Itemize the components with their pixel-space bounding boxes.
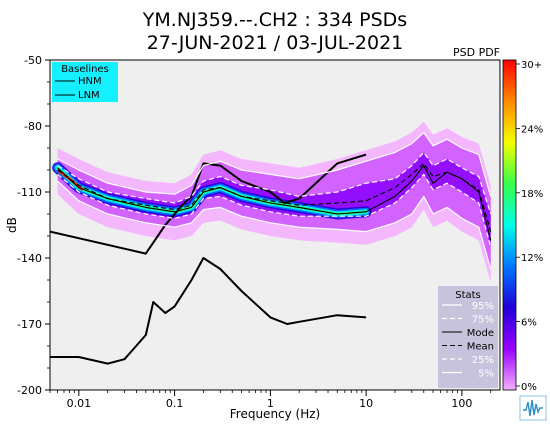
y-axis: -50 -80 -110 -140 -170 -200 [17, 54, 50, 397]
colorbar-tick-label: 12% [521, 253, 543, 264]
series-line-hnm [50, 153, 367, 255]
series-line-75pct [57, 151, 492, 215]
series-line-25pct [57, 173, 492, 248]
series-line-mean [57, 162, 492, 232]
x-tick-label: 0.1 [166, 397, 184, 410]
stats-legend: Stats 95% 75% Mode Mean 25% 5% [438, 286, 498, 388]
stats-legend-box [438, 286, 498, 388]
logo-icon-wave [523, 399, 543, 417]
colorbar-tick-label: 18% [521, 189, 543, 200]
psd-lines [50, 132, 492, 365]
stats-entry-label: 5% [478, 369, 494, 380]
colorbar-tick-label: 24% [521, 124, 543, 135]
stats-entry-label: 95% [472, 301, 494, 312]
chart-title-line2: 27-JUN-2021 / 03-JUL-2021 [147, 32, 404, 54]
colorbar-tick-label: 30+ [521, 60, 542, 71]
x-axis-label: Frequency (Hz) [230, 407, 321, 421]
x-tick-label: 100 [451, 397, 472, 410]
y-tick-label: -200 [17, 384, 42, 397]
colorbar-ramp [502, 59, 517, 391]
y-tick-label: -110 [17, 186, 42, 199]
y-tick-label: -140 [17, 252, 42, 265]
y-axis-label: dB [5, 217, 19, 233]
stats-entry-label: Mean [467, 342, 494, 353]
stats-entry-label: Mode [467, 328, 494, 339]
x-tick-label: 10 [359, 397, 373, 410]
series-line-5pct [57, 180, 492, 270]
x-tick-label: 0.01 [67, 397, 92, 410]
y-tick-label: -170 [17, 318, 42, 331]
colorbar-tick-label: 0% [521, 382, 537, 393]
x-tick-label: 1 [267, 397, 274, 410]
x-axis: 0.01 0.1 1 10 100 [49, 390, 492, 410]
baselines-legend-title: Baselines [61, 64, 109, 75]
psd-pdf-label: PSD PDF [453, 46, 500, 59]
baselines-legend: Baselines HNM LNM [52, 62, 118, 102]
y-tick-label: -80 [24, 120, 42, 133]
colorbar-tick-label: 6% [521, 318, 537, 329]
hnm-legend-label: HNM [78, 76, 102, 87]
stats-legend-entries: 95% 75% Mode Mean 25% 5% [442, 301, 494, 380]
plot-frame [49, 59, 501, 391]
series-line-lnm [50, 257, 367, 365]
logo-icon [519, 395, 547, 421]
stats-entry-label: 75% [472, 315, 494, 326]
series-line-95pct [57, 132, 492, 197]
colorbar-ticks: 30+ 24% 18% 12% 6% 0% [516, 60, 543, 393]
lnm-legend-label: LNM [78, 90, 100, 101]
chart-title-line1: YM.NJ359.--.CH2 : 334 PSDs [142, 9, 407, 31]
stats-legend-title: Stats [455, 290, 481, 301]
y-tick-label: -50 [24, 54, 42, 67]
colorbar: 30+ 24% 18% 12% 6% 0% [502, 59, 543, 393]
series-line-mode [57, 165, 492, 241]
stats-entry-label: 25% [472, 355, 494, 366]
